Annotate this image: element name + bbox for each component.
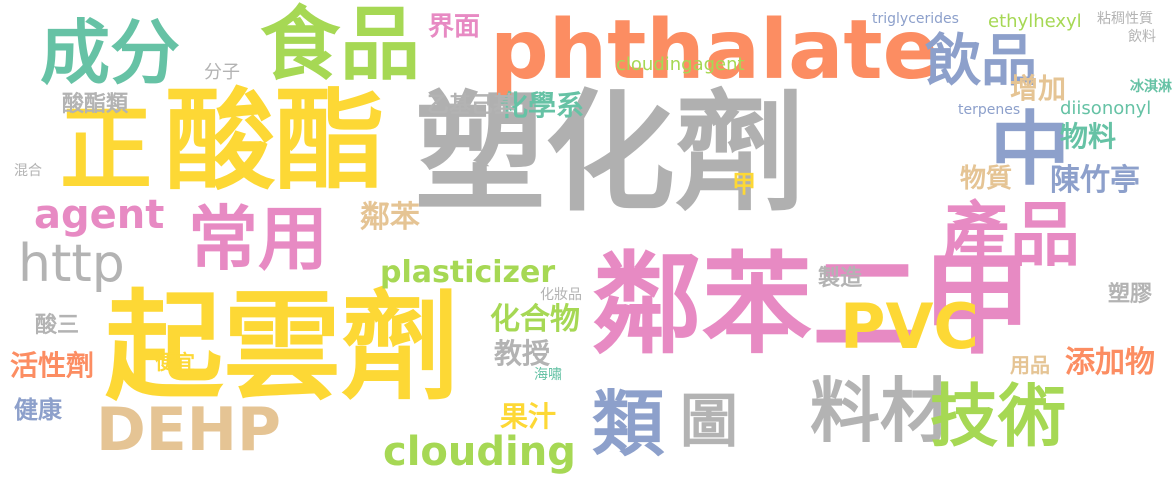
cloud-word: 酸三 [35, 313, 80, 338]
cloud-word: 技術 [930, 378, 1067, 457]
cloud-word: 化學系 [500, 89, 585, 122]
cloud-word: ethylhexyl [988, 11, 1082, 32]
cloud-word: diisononyl [1060, 98, 1152, 119]
cloud-word: 用品 [1010, 353, 1050, 377]
cloud-word: 健康 [14, 396, 62, 424]
cloud-word: PVC [840, 290, 979, 363]
cloud-word: 常用 [188, 198, 328, 280]
cloud-word: 果汁 [500, 400, 557, 433]
cloud-word: 鄰苯二甲 [592, 241, 1032, 369]
cloud-word: 乙基己基 [427, 93, 516, 118]
cloud-word: 活性劑 [10, 349, 95, 382]
cloud-word: 製造 [818, 266, 863, 291]
cloud-word: 正 [60, 96, 153, 203]
cloud-word: 料材 [810, 370, 950, 452]
cloud-word: 混合 [14, 163, 42, 179]
cloud-word: 飲料 [1128, 29, 1156, 45]
cloud-word: 海嘯 [534, 367, 562, 383]
cloud-word: 酸酯 [165, 77, 385, 205]
cloud-word: 物質 [960, 164, 1013, 194]
cloud-word: 冰淇淋 [1130, 79, 1172, 95]
cloud-word: plasticizer [380, 255, 556, 290]
cloud-word: 化妝品 [540, 287, 582, 303]
cloud-word: 飲品 [925, 29, 1037, 94]
cloud-word: phthalate [490, 3, 939, 98]
cloud-word: 中 [990, 103, 1070, 196]
cloud-word: 起雲劑 [105, 278, 460, 416]
cloud-word: DEHP [96, 395, 281, 465]
cloud-word: 添加物 [1065, 345, 1155, 380]
cloud-word: 甲 [732, 170, 756, 198]
cloud-word: terpenes [958, 102, 1021, 118]
cloud-word: 產品 [940, 194, 1080, 276]
cloud-word: cloudingagent [616, 54, 745, 75]
cloud-word: 陳竹亭 [1050, 163, 1140, 198]
cloud-word: 界面 [428, 12, 481, 42]
cloud-word: 教授 [494, 337, 551, 370]
cloud-word: 塑膠 [1108, 282, 1153, 307]
cloud-word: 酸酯類 [62, 92, 129, 117]
cloud-word: 食品 [260, 0, 420, 91]
cloud-word: triglycerides [872, 11, 959, 27]
cloud-word: agent [34, 192, 165, 238]
cloud-word: 類 [592, 382, 665, 466]
cloud-word: 鄰苯 [360, 200, 420, 235]
cloud-word: 成分 [40, 12, 180, 94]
cloud-word: http [18, 234, 125, 294]
cloud-word: 分子 [204, 62, 240, 83]
cloud-word: 物料 [1060, 120, 1117, 153]
cloud-word: 圖 [680, 387, 739, 455]
cloud-word: 增加 [1010, 72, 1067, 105]
cloud-word: 塑化劑 [415, 77, 806, 229]
cloud-word: 化合物 [490, 302, 580, 337]
cloud-word: clouding [383, 429, 576, 475]
cloud-word: 粘稠性質 [1097, 11, 1153, 27]
cloud-word: 便宜 [155, 350, 195, 374]
